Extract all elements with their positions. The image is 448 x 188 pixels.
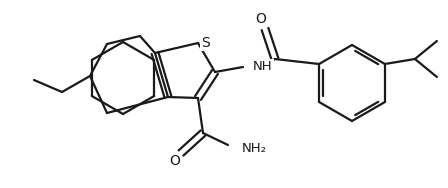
Text: NH₂: NH₂ bbox=[242, 143, 267, 155]
Text: O: O bbox=[169, 154, 181, 168]
Text: O: O bbox=[255, 12, 267, 26]
Text: S: S bbox=[202, 36, 211, 50]
Text: NH: NH bbox=[253, 61, 273, 74]
